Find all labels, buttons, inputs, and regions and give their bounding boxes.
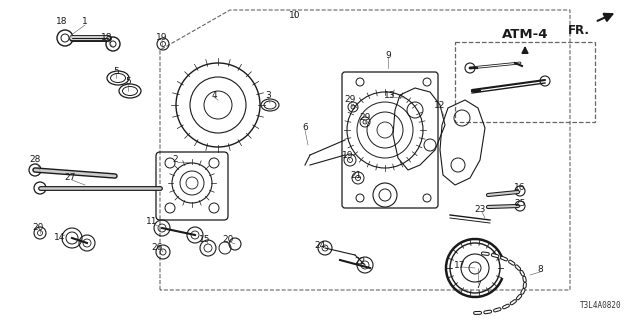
Text: 23: 23	[474, 205, 486, 214]
Text: 15: 15	[199, 236, 211, 244]
Text: 17: 17	[454, 260, 466, 269]
Bar	[455, 42, 595, 122]
Text: 5: 5	[113, 68, 119, 76]
Text: 20: 20	[222, 236, 234, 244]
Text: T3L4A0820: T3L4A0820	[580, 301, 622, 310]
Text: 10: 10	[289, 11, 301, 20]
Text: 7: 7	[475, 281, 481, 290]
Text: 12: 12	[435, 100, 445, 109]
Text: 14: 14	[54, 234, 66, 243]
Text: 6: 6	[302, 124, 308, 132]
Text: 1: 1	[82, 18, 88, 27]
Text: 20: 20	[32, 223, 44, 233]
Text: 29: 29	[344, 95, 356, 105]
Text: 16: 16	[515, 183, 525, 193]
Text: 3: 3	[265, 91, 271, 100]
Text: 18: 18	[56, 18, 68, 27]
Text: 27: 27	[64, 173, 76, 182]
Text: 21: 21	[350, 171, 362, 180]
Text: 28: 28	[29, 156, 41, 164]
Text: 2: 2	[172, 156, 178, 164]
Text: 11: 11	[147, 218, 157, 227]
Text: 18: 18	[101, 34, 113, 43]
Text: 25: 25	[515, 198, 525, 207]
Text: 29: 29	[359, 114, 371, 123]
Text: ATM-4: ATM-4	[502, 28, 548, 42]
Text: 24: 24	[314, 241, 326, 250]
Text: 26: 26	[151, 244, 163, 252]
Text: 4: 4	[211, 91, 217, 100]
Text: 9: 9	[385, 51, 391, 60]
Text: 19: 19	[342, 150, 354, 159]
Text: 19: 19	[156, 34, 168, 43]
Text: 13: 13	[384, 91, 396, 100]
Text: 5: 5	[125, 77, 131, 86]
Text: 8: 8	[537, 266, 543, 275]
Text: 22: 22	[355, 258, 365, 267]
Text: FR.: FR.	[568, 24, 590, 37]
